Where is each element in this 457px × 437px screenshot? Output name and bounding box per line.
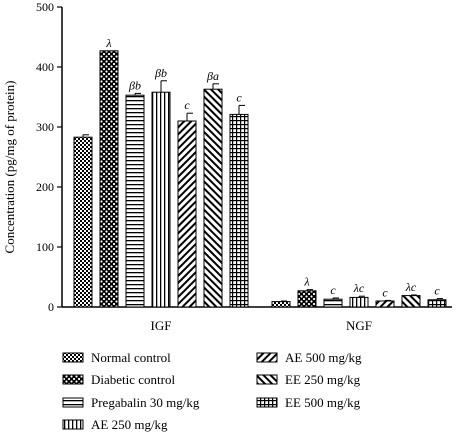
y-tick-label: 100 xyxy=(36,240,54,254)
bar-ngf-2 xyxy=(323,298,343,308)
y-axis-label: Concentration (pg/mg of protein) xyxy=(2,81,17,254)
legend-label-3: AE 250 mg/kg xyxy=(91,417,168,432)
significance-label: λc xyxy=(405,280,417,294)
plot-area: 0 100 200 300 400 500 Concentration (pg/mg of … xyxy=(2,0,452,333)
legend-label-5: EE 250 mg/kg xyxy=(285,372,361,387)
bar-ngf-4 xyxy=(375,300,395,308)
bar-igf-1 xyxy=(99,50,119,308)
bar-igf-4 xyxy=(177,120,197,308)
y-tick-label: 200 xyxy=(36,180,54,194)
bar-igf-6 xyxy=(229,113,249,308)
legend-label-2: Pregabalin 30 mg/kg xyxy=(91,395,200,410)
legend-label-1: Diabetic control xyxy=(91,372,175,387)
legend-swatch-6 xyxy=(256,397,278,408)
significance-label: λ xyxy=(303,275,309,289)
y-tick-label: 400 xyxy=(36,60,54,74)
y-tick-label: 0 xyxy=(48,300,54,314)
significance-label: βa xyxy=(206,69,219,83)
legend-swatch-0 xyxy=(62,352,84,363)
legend-swatch-5 xyxy=(256,374,278,385)
y-tick-label: 300 xyxy=(36,120,54,134)
legend: Normal control Diabetic control Pregabalin… xyxy=(62,350,362,432)
significance-label: c xyxy=(382,285,388,299)
x-category-label: IGF xyxy=(151,318,172,333)
bar-ngf-5 xyxy=(401,295,421,308)
legend-swatch-1 xyxy=(62,374,84,385)
significance-label: c xyxy=(184,98,190,112)
x-category-label: NGF xyxy=(346,318,372,333)
bar-ngf-3 xyxy=(349,296,369,308)
legend-swatch-4 xyxy=(256,352,278,363)
bar-ngf-1 xyxy=(297,290,317,308)
legend-label-0: Normal control xyxy=(91,350,171,365)
significance-label: βb xyxy=(154,66,167,80)
bar-igf-5 xyxy=(203,88,223,308)
significance-label: λc xyxy=(353,281,365,295)
bar-ngf-0 xyxy=(271,301,291,308)
significance-label: βb xyxy=(128,78,141,92)
legend-label-4: AE 500 mg/kg xyxy=(285,350,362,365)
bar-igf-2 xyxy=(125,94,145,308)
bar-ngf-6 xyxy=(427,299,447,308)
legend-swatch-2 xyxy=(62,397,84,408)
bar-igf-0 xyxy=(73,136,93,308)
legend-swatch-3 xyxy=(62,419,84,430)
bar-igf-3 xyxy=(151,91,171,308)
significance-label: λ xyxy=(105,36,111,50)
significance-label: c xyxy=(434,284,440,298)
legend-label-6: EE 500 mg/kg xyxy=(285,395,361,410)
significance-label: c xyxy=(236,90,242,104)
y-tick-label: 500 xyxy=(36,0,54,14)
significance-label: c xyxy=(330,283,336,297)
